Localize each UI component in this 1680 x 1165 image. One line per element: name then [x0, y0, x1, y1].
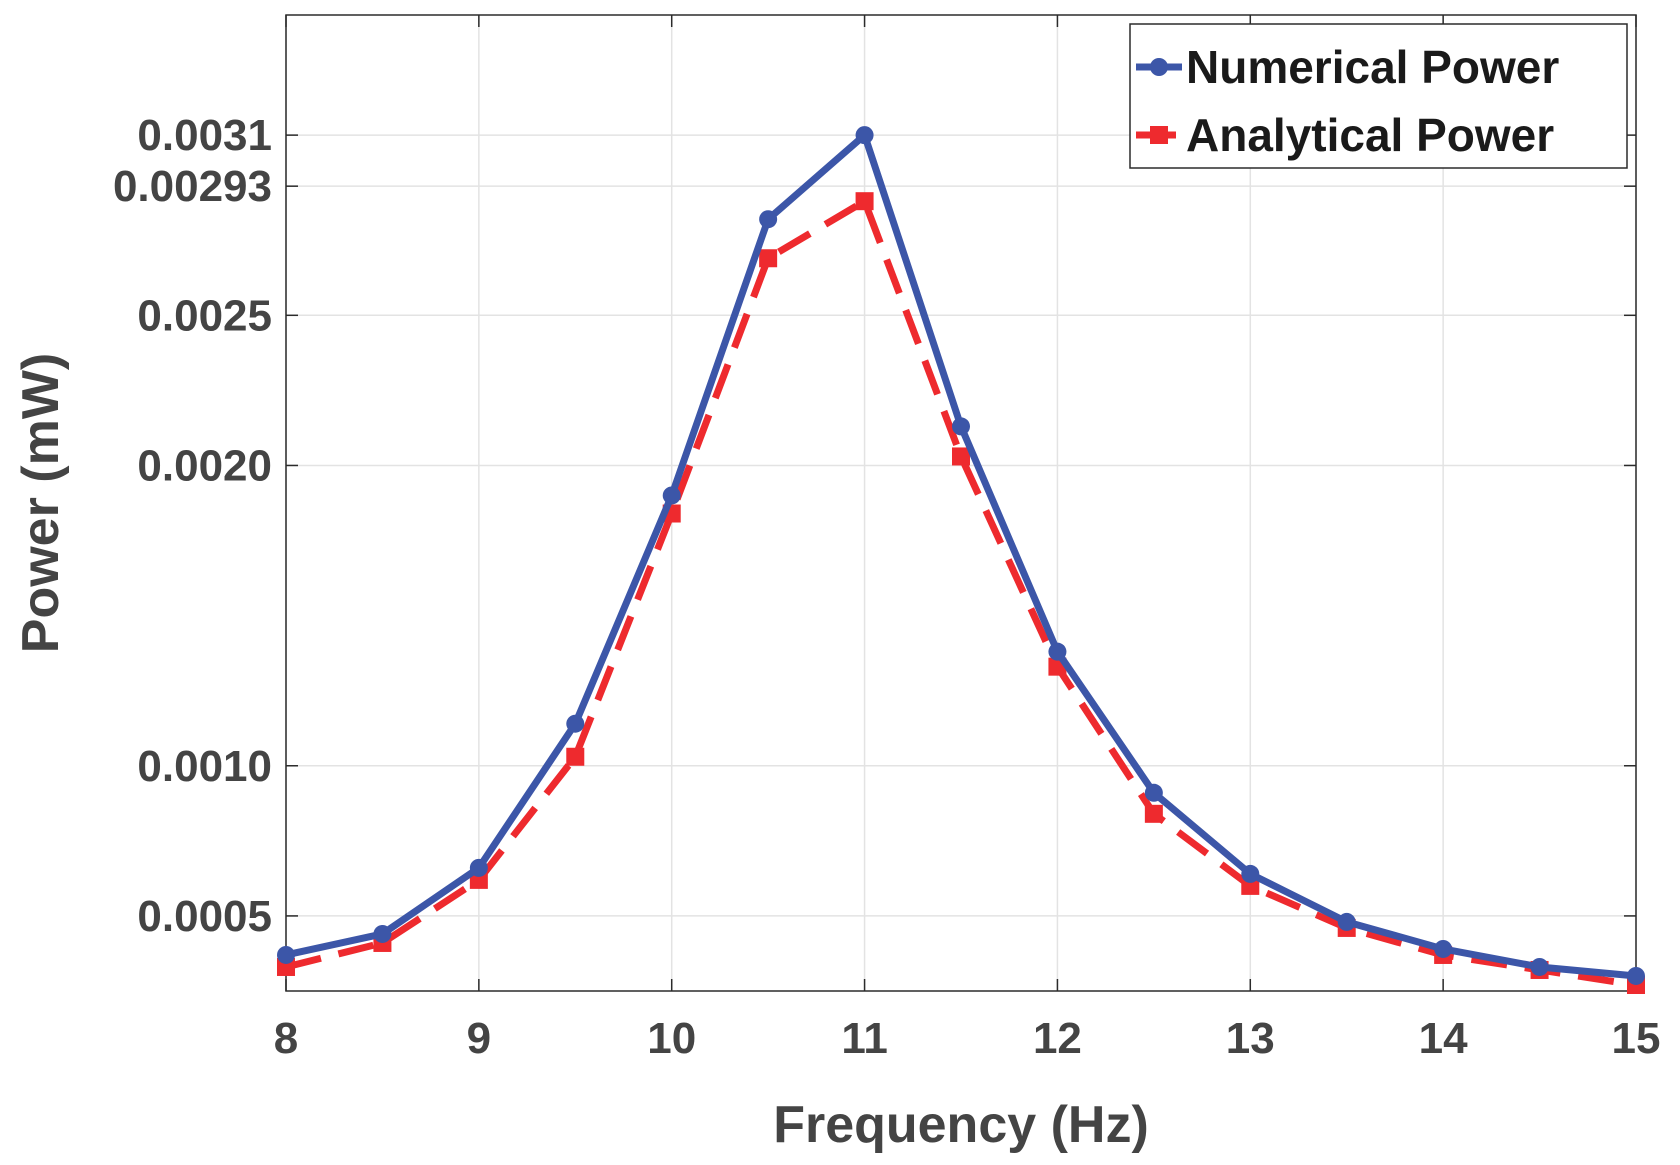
- series-numerical-power: [277, 126, 1645, 985]
- series-layer: [277, 126, 1645, 994]
- legend-marker: [1150, 126, 1168, 144]
- legend-item: Analytical Power: [1136, 109, 1554, 161]
- x-tick-label: 15: [1612, 1014, 1661, 1063]
- data-point: [1048, 642, 1067, 661]
- data-point: [1337, 912, 1356, 931]
- x-tick-label: 14: [1419, 1014, 1468, 1063]
- y-tick-label: 0.0010: [137, 742, 272, 791]
- legend-label: Numerical Power: [1186, 41, 1559, 93]
- plot-frame: [285, 14, 1637, 992]
- data-point: [1241, 864, 1260, 883]
- x-tick-label: 8: [274, 1014, 298, 1063]
- y-tick-label: 0.0025: [137, 291, 272, 340]
- data-point: [1144, 783, 1163, 802]
- x-axis-label: Frequency (Hz): [773, 1096, 1149, 1154]
- data-point: [952, 447, 970, 466]
- data-point: [662, 486, 681, 505]
- series-line: [282, 131, 1640, 980]
- data-point: [566, 747, 585, 766]
- y-axis-label: Power (mW): [12, 353, 70, 653]
- data-point: [469, 858, 488, 877]
- data-point: [952, 417, 970, 436]
- data-point: [373, 924, 392, 943]
- data-point: [566, 714, 585, 733]
- ticks-layer: 8 9 10 11 12 13 14 15 0.0005 0.0010 0.0020 0.0025 0.…: [113, 15, 1661, 1063]
- y-tick-label: 0.0005: [137, 892, 272, 941]
- data-point: [1530, 957, 1549, 976]
- data-point: [277, 945, 295, 964]
- data-point: [1144, 804, 1163, 823]
- y-tick-label: 0.0020: [137, 441, 272, 490]
- data-point: [855, 192, 874, 211]
- legend-item: Numerical Power: [1136, 41, 1559, 93]
- legend-label: Analytical Power: [1186, 109, 1554, 161]
- x-tick-label: 11: [841, 1014, 888, 1063]
- legend-items: Numerical Power Analytical Power: [1136, 41, 1559, 161]
- x-tick-label: 10: [647, 1014, 696, 1063]
- data-point: [759, 249, 778, 268]
- x-tick-label: 12: [1033, 1014, 1082, 1063]
- y-tick-label: 0.0031: [137, 111, 272, 160]
- data-point: [1434, 939, 1453, 958]
- data-point: [855, 126, 874, 145]
- y-tick-label: 0.00293: [113, 162, 272, 211]
- x-tick-label: 9: [467, 1014, 491, 1063]
- legend: Numerical Power Analytical Power: [1129, 23, 1628, 169]
- legend-box: [1129, 23, 1628, 169]
- data-point: [1627, 966, 1645, 985]
- x-tick-label: 13: [1226, 1014, 1275, 1063]
- legend-marker: [1150, 58, 1168, 76]
- series-line: [285, 197, 1637, 989]
- data-point: [759, 210, 778, 229]
